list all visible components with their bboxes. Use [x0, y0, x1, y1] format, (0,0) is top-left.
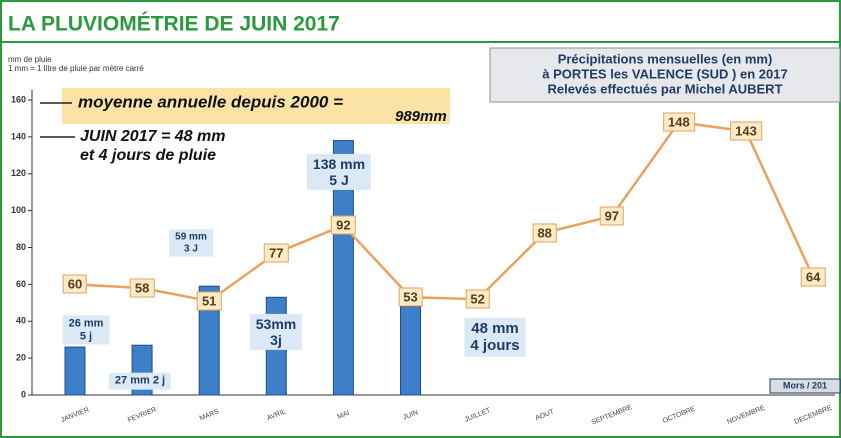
info-text: à PORTES les VALENCE (SUD ) en 2017 [542, 66, 787, 81]
x-tick-label: NOVEMBRE [726, 404, 766, 426]
x-tick-label: SEPTEMBRE [591, 404, 634, 427]
data-label: 58 [129, 278, 155, 298]
data-label: 88 [532, 223, 557, 243]
x-tick-label: AOUT [534, 408, 555, 422]
y-tick-label: 160 [11, 94, 26, 104]
data-label: 48 mm 4 jours [464, 317, 526, 357]
data-label: 97 [599, 206, 625, 226]
chart-title: LA PLUVIOMÉTRIE DE JUIN 2017 [8, 13, 340, 36]
x-tick-label: JANVIER [60, 407, 90, 425]
x-tick-label: MARS [199, 408, 221, 422]
annotation: JUIN 2017 = 48 mm [80, 128, 225, 145]
data-label: 77 [264, 243, 289, 263]
x-tick-label: FEVRIER [127, 406, 158, 424]
y-tick-label: 100 [11, 205, 26, 215]
annotation: et 4 jours de pluie [80, 147, 216, 164]
y-tick-label: 120 [11, 168, 26, 178]
annotation-box [62, 88, 450, 124]
data-label: 53mm 3j [249, 313, 303, 351]
annotation: 989mm [395, 108, 447, 125]
annotation: moyenne annuelle depuis 2000 = [78, 92, 343, 111]
data-label: 148 [663, 112, 695, 132]
credit: Mors / 201 [783, 380, 827, 390]
x-tick-label: JUIN [402, 409, 419, 421]
data-label: 138 mm 5 J [306, 153, 372, 191]
data-label: 51 [196, 291, 222, 311]
bar [400, 306, 421, 396]
data-label: 53 [398, 287, 423, 307]
x-tick-label: AVRIL [266, 408, 287, 422]
y-label: mm de pluie [8, 55, 52, 64]
y-tick-label: 0 [21, 389, 26, 399]
x-tick-label: OCTOBRE [662, 405, 697, 425]
y-tick-label: 20 [16, 353, 26, 363]
bar [332, 140, 354, 396]
data-label: 143 [730, 121, 762, 141]
y-tick-label: 80 [16, 242, 26, 252]
data-label: 92 [331, 215, 356, 235]
info-text: Précipitations mensuelles (en mm) [558, 51, 773, 66]
data-label: 52 [465, 289, 490, 309]
y-tick-label: 60 [16, 279, 26, 289]
y-label: 1 mm = 1 litre de pluie par mètre carré [8, 64, 144, 73]
info-text: Relevés effectués par Michel AUBERT [547, 81, 782, 96]
x-tick-label: MAI [336, 410, 350, 421]
bar [198, 285, 220, 396]
y-tick-label: 40 [16, 316, 26, 326]
info-box [489, 47, 841, 103]
data-label: 26 mm 5 j [62, 315, 110, 345]
credit-box [769, 378, 841, 394]
x-tick-label: DECEMBRE [794, 405, 834, 426]
data-label: 59 mm 3 J [169, 229, 213, 257]
bar [64, 346, 86, 396]
x-tick-label: JUILLET [464, 407, 493, 424]
data-label: 64 [800, 267, 826, 287]
data-label: 27 mm 2 j [108, 372, 172, 390]
y-tick-label: 140 [11, 131, 26, 141]
data-label: 60 [62, 274, 88, 294]
